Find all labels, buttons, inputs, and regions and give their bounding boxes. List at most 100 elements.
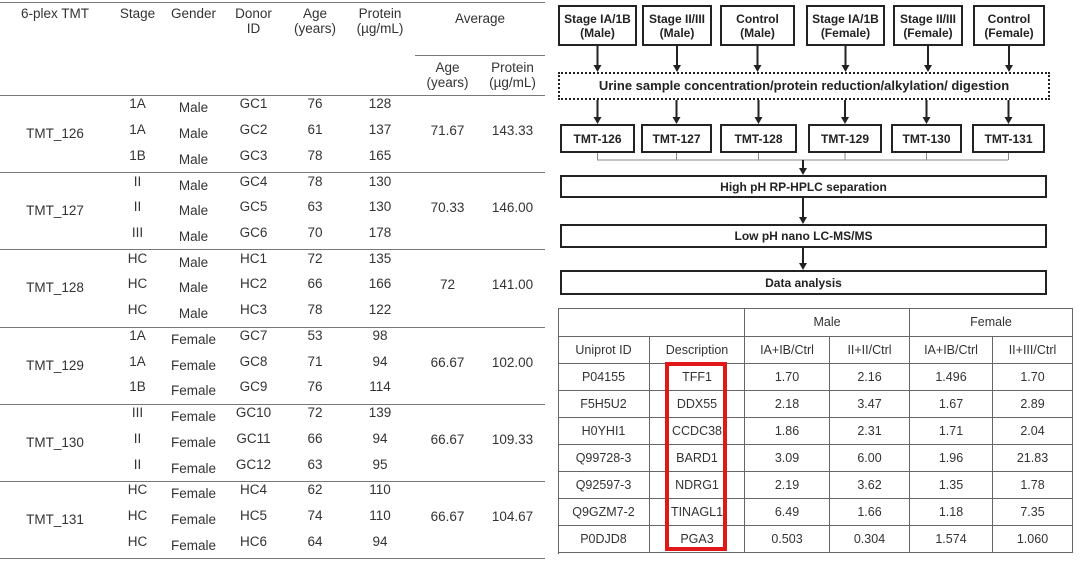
header-text: Gender — [170, 6, 217, 21]
cell: CCDC38 — [650, 418, 745, 445]
rule — [0, 403, 545, 405]
header-text: Protein (µg/mL) — [356, 6, 404, 36]
cell: GC7 — [239, 327, 268, 343]
group-box: Stage II/III (Female) — [893, 5, 963, 46]
cell: HC3 — [239, 302, 267, 318]
cell: 98 — [372, 327, 388, 343]
subheader-text: Protein (µg/mL) — [489, 60, 536, 90]
cell: 72 — [307, 250, 323, 266]
cell: TINAGL1 — [650, 499, 745, 526]
arrow-head — [593, 117, 602, 124]
tmt-label: TMT_129 — [26, 357, 84, 373]
cell: 64 — [307, 533, 323, 549]
cell: 137 — [368, 122, 392, 138]
cell: Male — [178, 228, 209, 244]
cell: Female — [170, 512, 216, 528]
group-box: Control (Female) — [973, 5, 1045, 46]
cell: 78 — [307, 173, 323, 189]
cell: HC — [127, 482, 148, 498]
header-cell: Protein (µg/mL) — [345, 6, 415, 50]
group-text: (Male) — [740, 25, 775, 40]
cell: P04155 — [558, 364, 650, 391]
tmt-box: TMT-131 — [972, 124, 1045, 153]
rule — [0, 558, 545, 560]
cell: 66 — [307, 276, 323, 292]
cell: II — [133, 199, 142, 215]
group-text: (Male) — [659, 25, 695, 40]
cell: 78 — [307, 302, 323, 318]
cell: 1.96 — [910, 445, 993, 472]
cell: Male — [178, 306, 209, 322]
cell: 62 — [307, 482, 323, 498]
column-header: II+III/Ctrl — [993, 337, 1073, 364]
cell: 114 — [369, 379, 391, 395]
cell: 3.62 — [830, 472, 910, 499]
average-cell: 102.00 — [491, 354, 534, 370]
cell: HC4 — [239, 482, 267, 498]
arrow-head — [1004, 117, 1013, 124]
cell: 1A — [129, 353, 146, 369]
cell: 3.47 — [830, 391, 910, 418]
cell: GC4 — [239, 173, 268, 189]
group-text: Stage IA/1B — [564, 11, 631, 26]
group-text: (Female) — [903, 25, 953, 40]
cell: 71 — [307, 353, 323, 369]
average-header: Average — [454, 10, 506, 26]
group-text: Control — [736, 11, 779, 26]
cell: GC8 — [239, 353, 268, 369]
cell: 72 — [307, 405, 323, 421]
cell: 1A — [129, 327, 146, 343]
cell: 7.35 — [993, 499, 1073, 526]
group-text: (Female) — [820, 25, 871, 40]
header-cell: 6-plex TMT — [0, 6, 110, 50]
group-text: Stage II/III — [899, 11, 956, 26]
subheader-cell: Protein (µg/mL) — [480, 55, 545, 95]
header-text: Age (years) — [293, 6, 336, 36]
cell: 122 — [368, 302, 392, 318]
cell: Q92597-3 — [558, 472, 650, 499]
cell: 128 — [368, 96, 392, 112]
average-cell: 109.33 — [491, 431, 534, 447]
tmt-label: TMT_128 — [26, 280, 84, 296]
cell: 53 — [307, 327, 323, 343]
tmt-label: TMT_130 — [26, 434, 84, 450]
group-text: Control — [987, 11, 1031, 26]
subheader-text: Age (years) — [426, 60, 469, 90]
cell: 2.18 — [745, 391, 830, 418]
cell: 1.67 — [910, 391, 993, 418]
cell: 76 — [307, 96, 323, 112]
average-cell: 143.33 — [491, 123, 534, 139]
cell: GC1 — [239, 96, 268, 112]
cell: 139 — [368, 405, 392, 421]
cell: HC2 — [239, 276, 267, 292]
column-header: IA+IB/Ctrl — [745, 337, 830, 364]
cell: 2.04 — [993, 418, 1073, 445]
cell: 1.70 — [993, 364, 1073, 391]
arrow-head — [799, 168, 807, 175]
cell: F5H5U2 — [558, 391, 650, 418]
cell: 74 — [307, 508, 323, 524]
arrow-head — [753, 65, 762, 72]
cell: HC — [127, 302, 148, 318]
cell: Female — [170, 460, 216, 476]
header-text: 6-plex TMT — [20, 6, 89, 21]
cell: Female — [170, 409, 216, 425]
arrow-head — [924, 65, 932, 72]
cell: Male — [178, 151, 209, 167]
cell: 1A — [129, 122, 146, 138]
cell: Female — [170, 331, 216, 347]
cell: 1B — [129, 379, 146, 395]
group-text: Stage IA/1B — [812, 11, 879, 26]
cell: 2.19 — [745, 472, 830, 499]
rule — [0, 326, 545, 328]
cell: 2.16 — [830, 364, 910, 391]
cell: 21.83 — [993, 445, 1073, 472]
cell: Male — [178, 254, 209, 270]
cell: 1.574 — [910, 526, 993, 553]
cell: HC — [127, 508, 148, 524]
cell: P0DJD8 — [558, 526, 650, 553]
cell: 135 — [368, 250, 392, 266]
cell: 70 — [307, 224, 323, 240]
cell: Male — [178, 177, 209, 193]
